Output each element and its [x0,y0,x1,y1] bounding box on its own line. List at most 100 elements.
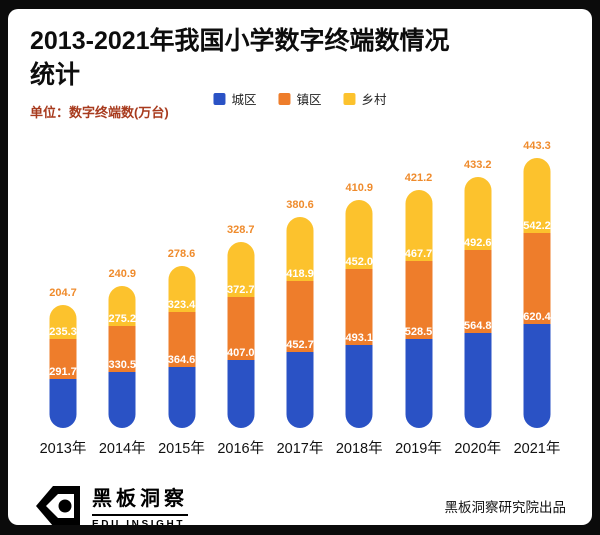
value-label: 564.8 [463,320,492,333]
x-axis-label: 2021年 [513,441,561,457]
bar-segment-乡村 [345,200,373,270]
x-axis-label: 2020年 [454,441,502,457]
bar-segment-城区 [49,378,77,428]
bar-segment-镇区 [49,339,77,379]
value-label: 407.0 [226,346,255,359]
footer: 黑板洞察 EDU INSIGHT 黑板洞察研究院出品 [30,482,570,525]
value-label: 467.7 [404,247,433,260]
logo-divider [92,514,188,516]
bar-segment-乡村 [168,265,195,313]
value-label: 620.4 [523,310,551,323]
edu-insight-logo: 黑板洞察 EDU INSIGHT [34,482,188,525]
legend-label: 乡村 [361,93,387,107]
bar-segment-乡村 [523,158,551,233]
bar-segment-城区 [227,359,255,428]
bar-segment-城区 [464,333,492,428]
bar-segment-城区 [405,339,432,428]
bar-segment-镇区 [464,250,492,334]
legend-swatch [343,92,356,105]
bar-segment-乡村 [49,304,77,340]
x-axis-label: 2014年 [98,441,146,457]
stacked-bar [49,304,77,428]
bar-segment-乡村 [464,177,492,251]
bar-column-2021年: 620.4 542.2 443.3 2021年 [508,137,566,457]
legend-label: 城区 [231,93,257,107]
bar-column-2013年: 291.7 235.3 204.7 2013年 [34,137,92,457]
bar-segment-城区 [286,351,314,428]
stacked-bar [108,285,136,428]
page-title: 2013-2021年我国小学数字终端数情况 统计 [30,25,570,92]
value-label: 443.3 [523,140,551,152]
stacked-bar [286,217,314,428]
x-axis-label: 2015年 [158,441,205,457]
value-label: 380.6 [286,199,314,212]
value-label: 240.9 [108,267,137,280]
bar-segment-镇区 [523,232,551,324]
page-title-line1: 2013-2021年我国小学数字终端数情况 [30,27,450,55]
bar-column-2014年: 330.5 275.2 240.9 2014年 [93,137,151,457]
chart-legend: 城区 镇区 乡村 [213,89,387,108]
bar-column-2017年: 452.7 418.9 380.6 2017年 [271,137,329,457]
bar-segment-城区 [523,323,551,428]
bar-segment-乡村 [227,241,255,297]
stacked-bar [464,177,492,428]
x-axis-label: 2018年 [335,441,383,457]
legend-label: 镇区 [296,93,322,107]
bar-segment-镇区 [227,296,255,360]
bar-segment-城区 [168,366,195,428]
value-label: 528.5 [404,326,433,339]
logo-text-block: 黑板洞察 EDU INSIGHT [92,482,188,525]
value-label: 330.5 [108,359,137,372]
bar-column-2019年: 528.5 467.7 421.2 2019年 [390,137,448,457]
stacked-bar [523,158,551,428]
value-label: 235.3 [49,326,77,339]
value-label: 421.2 [404,171,433,184]
credit-text: 黑板洞察研究院出品 [444,500,567,515]
value-label: 364.6 [167,353,196,366]
legend-swatch [278,92,291,105]
stacked-bar [227,241,255,428]
edu-insight-logo-icon [36,486,80,525]
legend-item-乡村: 乡村 [343,89,387,108]
x-axis-label: 2016年 [217,441,265,457]
value-label: 410.9 [345,182,374,195]
bar-segment-镇区 [405,260,432,340]
bar-column-2016年: 407.0 372.7 328.7 2016年 [212,137,270,457]
value-label: 492.6 [463,237,492,250]
page-title-line2: 统计 [30,60,81,89]
bar-column-2018年: 493.1 452.0 410.9 2018年 [330,137,388,457]
value-label: 542.2 [523,219,551,232]
value-label: 204.7 [49,286,77,299]
bar-segment-乡村 [108,285,136,327]
bar-column-2015年: 364.6 323.4 278.6 2015年 [153,137,211,458]
value-label: 278.6 [167,247,196,260]
legend-item-镇区: 镇区 [278,89,322,108]
unit-label: 单位：数字终端数(万台) [30,105,169,120]
value-label: 452.7 [286,338,314,351]
bar-segment-镇区 [108,326,136,373]
stacked-bar-chart: 291.7 235.3 204.7 2013年 330.5 275.2 240.9 2014年… [30,137,570,458]
bar-column-2020年: 564.8 492.6 433.2 2020年 [449,137,507,457]
bar-segment-镇区 [286,281,314,352]
bar-segment-镇区 [345,269,373,346]
bar-segment-镇区 [168,312,195,367]
stacked-bar [345,200,373,428]
value-label: 328.7 [226,223,255,236]
bar-segment-乡村 [286,217,314,282]
value-label: 452.0 [345,256,374,269]
bar-segment-城区 [108,372,136,428]
bar-segment-乡村 [405,189,432,261]
x-axis-label: 2013年 [39,441,87,457]
infographic-card: 2013-2021年我国小学数字终端数情况 统计 城区 镇区 乡村 单位：数字终端数… [8,9,592,525]
stacked-bar [168,265,195,429]
value-label: 291.7 [49,365,77,378]
value-label: 433.2 [463,159,492,172]
legend-swatch [213,92,226,105]
value-label: 418.9 [286,268,314,281]
value-label: 275.2 [108,313,137,326]
legend-item-城区: 城区 [213,89,256,108]
stacked-bar [405,189,432,428]
bar-segment-城区 [345,345,373,428]
value-label: 493.1 [345,332,374,345]
logo-subtext: EDU INSIGHT [92,519,186,525]
